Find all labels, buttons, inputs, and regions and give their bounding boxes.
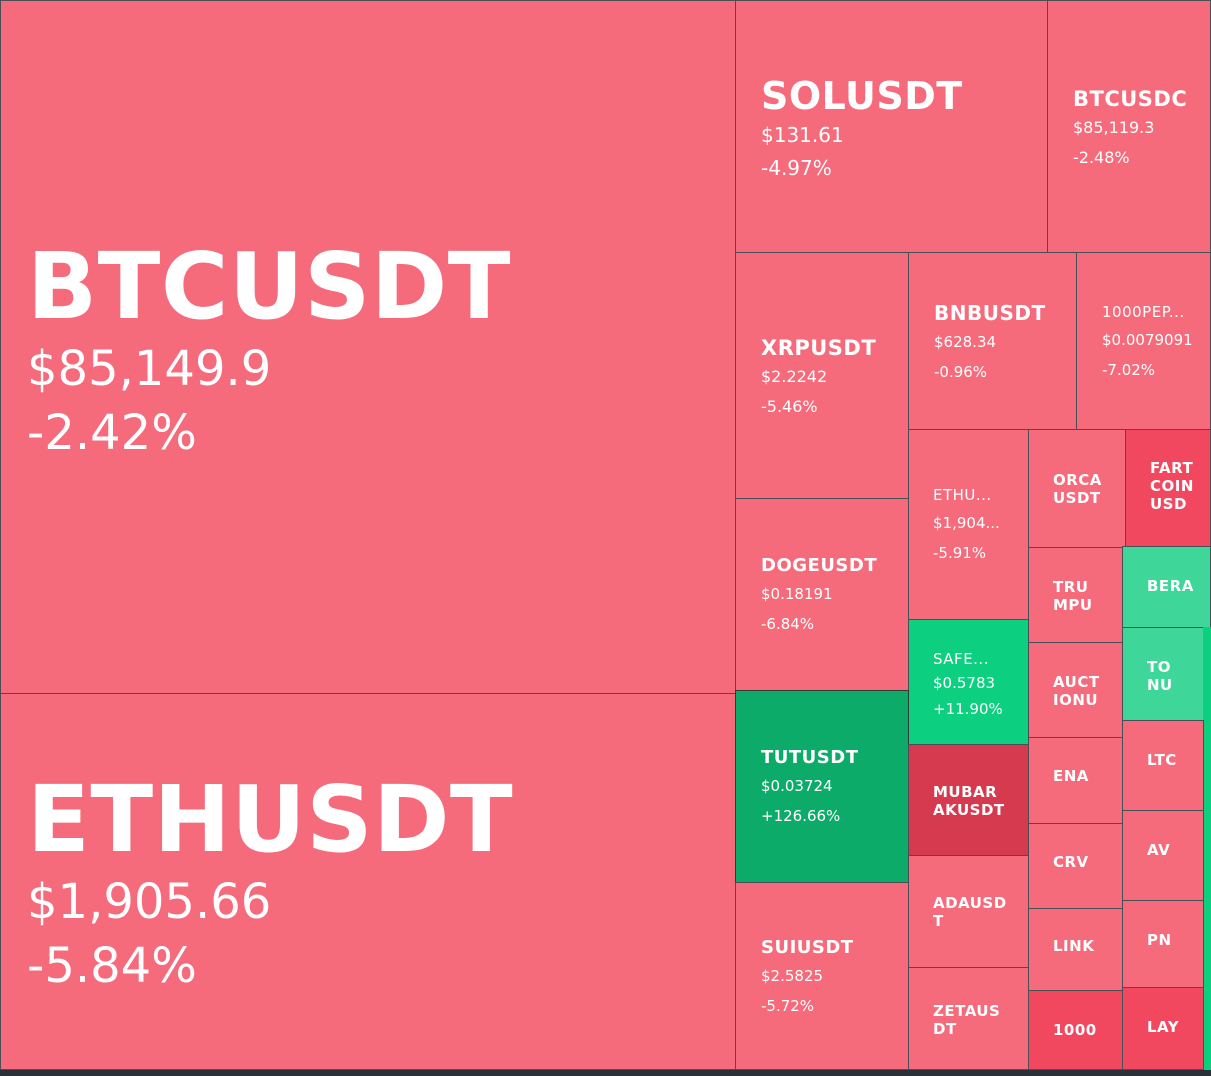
tile-price: $0.5783 xyxy=(933,674,996,692)
tile-price: $0.0079091 xyxy=(1102,331,1193,349)
tile-symbol: BTCUSDC xyxy=(1073,87,1188,111)
tile-change: +11.90% xyxy=(933,700,1003,718)
tile-tutusdt[interactable]: TUTUSDT $0.03724 +126.66% xyxy=(735,690,909,883)
tile-change: -5.72% xyxy=(761,997,815,1015)
tile-symbol: ETHUSDT xyxy=(27,766,514,873)
bottom-bar xyxy=(0,1070,1211,1076)
tile-adausdt[interactable]: ADAUSD T xyxy=(908,855,1029,968)
tile-price: $85,149.9 xyxy=(27,341,272,397)
tile-layerusdt[interactable]: LAY xyxy=(1122,987,1204,1070)
tile-mubarakusdt[interactable]: MUBAR AKUSDT xyxy=(908,744,1029,856)
tile-linkusdt[interactable]: LINK xyxy=(1028,908,1123,991)
tile-avaxusdt[interactable]: AV xyxy=(1122,810,1204,901)
tile-symbol: 1000 xyxy=(1053,1021,1097,1039)
tile-ethu[interactable]: ETHU... $1,904... -5.91% xyxy=(908,429,1029,620)
tile-1000pepe[interactable]: 1000PEP... $0.0079091 -7.02% xyxy=(1076,252,1211,430)
tile-symbol: DOGEUSDT xyxy=(761,555,878,576)
tile-symbol: PN xyxy=(1147,931,1172,949)
tile-change: -2.42% xyxy=(27,405,197,461)
tile-symbol: CRV xyxy=(1053,853,1089,871)
tile-ethusdt[interactable]: ETHUSDT $1,905.66 -5.84% xyxy=(0,693,736,1070)
tile-symbol: ADAUSD T xyxy=(933,894,1007,930)
tile-btcusdt[interactable]: BTCUSDT $85,149.9 -2.42% xyxy=(0,0,736,694)
tile-price: $85,119.3 xyxy=(1073,118,1155,137)
tile-xrpusdt[interactable]: XRPUSDT $2.2242 -5.46% xyxy=(735,252,909,499)
tile-change: -4.97% xyxy=(761,156,832,180)
tile-price: $2.5825 xyxy=(761,967,824,985)
tile-symbol: FART COIN USD xyxy=(1150,459,1194,513)
tile-symbol: XRPUSDT xyxy=(761,336,877,360)
tile-change: -0.96% xyxy=(934,363,988,381)
tile-change: -6.84% xyxy=(761,615,815,633)
tile-change: -5.91% xyxy=(933,544,987,562)
tile-tonusdt[interactable]: TO NU xyxy=(1122,627,1204,721)
tile-symbol: TO NU xyxy=(1147,658,1173,694)
tile-trumpusdt[interactable]: TRU MPU xyxy=(1028,547,1123,643)
tile-sliver[interactable] xyxy=(1203,627,1211,1070)
tile-price: $1,904... xyxy=(933,514,1000,532)
tile-fartcoin[interactable]: FART COIN USD xyxy=(1125,429,1211,547)
tile-change: -2.48% xyxy=(1073,148,1130,167)
tile-suiusdt[interactable]: SUIUSDT $2.5825 -5.72% xyxy=(735,882,909,1070)
tile-price: $2.2242 xyxy=(761,367,828,386)
tile-symbol: ORCA USDT xyxy=(1053,471,1102,507)
tile-symbol: AV xyxy=(1147,841,1171,859)
tile-symbol: BNBUSDT xyxy=(934,301,1046,325)
tile-symbol: SOLUSDT xyxy=(761,74,963,118)
tile-safe[interactable]: SAFE... $0.5783 +11.90% xyxy=(908,619,1029,745)
tile-price: $0.18191 xyxy=(761,585,833,603)
tile-symbol: SAFE... xyxy=(933,650,989,668)
tile-change: -7.02% xyxy=(1102,361,1156,379)
tile-auctionusdt[interactable]: AUCT IONU xyxy=(1028,642,1123,738)
tile-pnutusdt[interactable]: PN xyxy=(1122,900,1204,988)
tile-symbol: 1000PEP... xyxy=(1102,303,1185,321)
tile-symbol: LTC xyxy=(1147,751,1177,769)
tile-price: $131.61 xyxy=(761,123,844,147)
tile-symbol: SUIUSDT xyxy=(761,937,854,958)
tile-solusdt[interactable]: SOLUSDT $131.61 -4.97% xyxy=(735,0,1048,253)
tile-symbol: LINK xyxy=(1053,937,1095,955)
tile-symbol: BTCUSDT xyxy=(27,233,511,340)
tile-symbol: TUTUSDT xyxy=(761,747,859,768)
tile-orcausdt[interactable]: ORCA USDT xyxy=(1028,429,1126,548)
tile-symbol: BERA xyxy=(1147,577,1194,595)
tile-dogeusdt[interactable]: DOGEUSDT $0.18191 -6.84% xyxy=(735,498,909,691)
tile-btcusdc[interactable]: BTCUSDC $85,119.3 -2.48% xyxy=(1047,0,1211,253)
tile-1000bonk[interactable]: 1000 xyxy=(1028,990,1123,1070)
tile-symbol: LAY xyxy=(1147,1018,1180,1036)
tile-symbol: TRU MPU xyxy=(1053,578,1093,614)
tile-symbol: ENA xyxy=(1053,767,1089,785)
tile-symbol: ZETAUS DT xyxy=(933,1002,1001,1038)
tile-zetausdt[interactable]: ZETAUS DT xyxy=(908,967,1029,1070)
tile-change: -5.46% xyxy=(761,397,818,416)
tile-change: -5.84% xyxy=(27,938,197,994)
tile-symbol: AUCT IONU xyxy=(1053,673,1100,709)
tile-price: $1,905.66 xyxy=(27,874,272,930)
tile-enausdt[interactable]: ENA xyxy=(1028,737,1123,824)
tile-symbol: MUBAR AKUSDT xyxy=(933,783,1005,819)
tile-bera[interactable]: BERA xyxy=(1122,546,1211,628)
tile-change: +126.66% xyxy=(761,807,841,825)
tile-bnbusdt[interactable]: BNBUSDT $628.34 -0.96% xyxy=(908,252,1077,430)
tile-ltcusdt[interactable]: LTC xyxy=(1122,720,1204,811)
tile-crvusdt[interactable]: CRV xyxy=(1028,823,1123,909)
tile-symbol: ETHU... xyxy=(933,486,992,504)
tile-price: $628.34 xyxy=(934,333,997,351)
tile-price: $0.03724 xyxy=(761,777,833,795)
